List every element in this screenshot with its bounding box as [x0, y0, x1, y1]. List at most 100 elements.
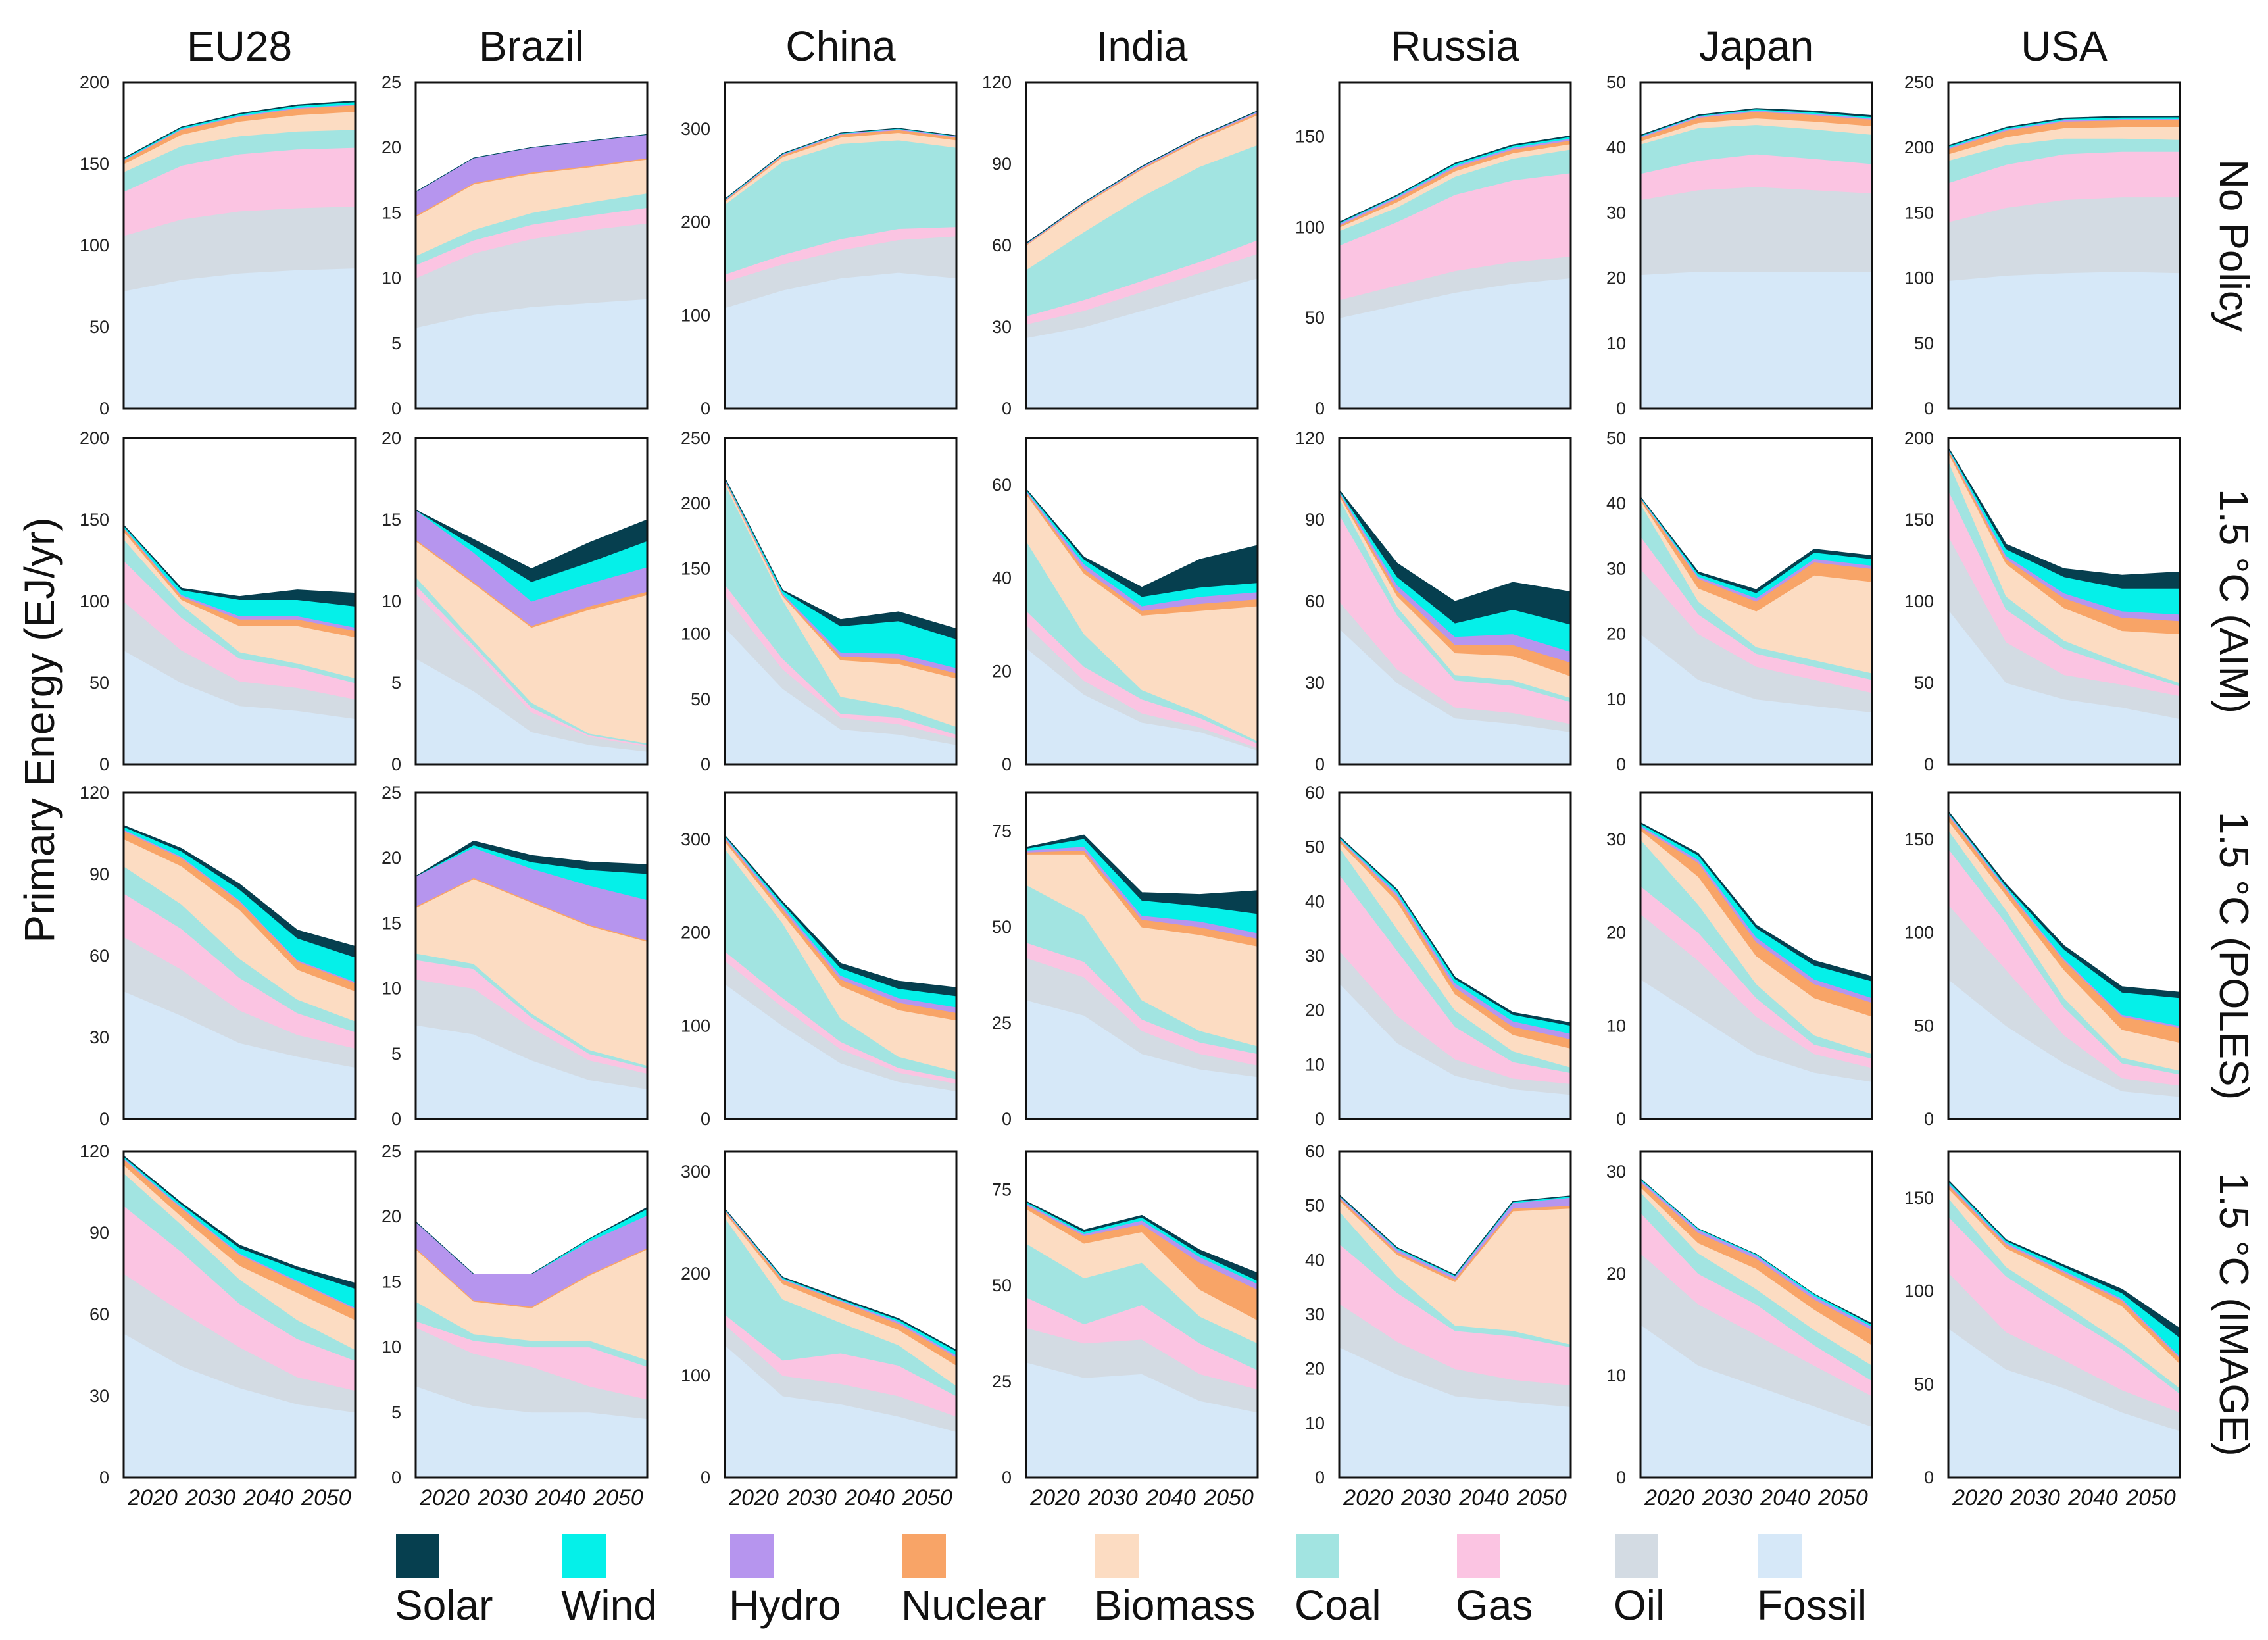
- panel-russia-1-5-c-poles: 0 10 20 30 40 50 60: [1305, 783, 1572, 1129]
- y-tick-label: 10: [1305, 1055, 1325, 1074]
- y-tick-label: 300: [681, 830, 710, 849]
- panel-frame: [1947, 1150, 2181, 1479]
- y-tick-label: 60: [1305, 591, 1325, 611]
- y-tick-label: 10: [382, 1337, 401, 1357]
- panel-frame: [1947, 437, 2181, 766]
- panel-usa-1-5-c-poles: 0 50 100 150: [1904, 791, 2181, 1129]
- x-tick-label: 2050: [593, 1485, 643, 1510]
- y-tick-label: 30: [89, 1386, 109, 1406]
- scenario-titles: No Policy 1.5 °C (AIM) 1.5 °C (POLES) 1.5 °…: [2211, 159, 2256, 1456]
- x-tick-label: 2050: [1817, 1485, 1868, 1510]
- y-tick-label: 200: [1904, 137, 1934, 157]
- legend-item-wind: Wind: [561, 1534, 657, 1629]
- y-tick-label: 20: [382, 137, 401, 157]
- y-tick-label: 150: [681, 559, 710, 578]
- panel-frame: [1947, 81, 2181, 410]
- y-tick-label: 50: [992, 917, 1012, 937]
- y-tick-label: 10: [1606, 1366, 1626, 1385]
- y-tick-label: 20: [992, 661, 1012, 681]
- legend-item-oil: Oil: [1614, 1534, 1665, 1629]
- panel-usa-1-5-c-image: 0 50 100 150 2020 2030 2040 2050: [1904, 1150, 2181, 1510]
- legend-label: Oil: [1614, 1581, 1665, 1629]
- legend-item-nuclear: Nuclear: [901, 1534, 1047, 1629]
- y-tick-label: 100: [1295, 217, 1325, 237]
- y-tick-label: 250: [1904, 72, 1934, 92]
- panel-frame: [122, 437, 357, 766]
- x-tick-label: 2020: [419, 1485, 470, 1510]
- y-tick-label: 30: [1305, 1305, 1325, 1324]
- y-tick-label: 0: [1002, 1109, 1012, 1129]
- x-tick-label: 2030: [2009, 1485, 2060, 1510]
- panel-russia-1-5-c-aim: 0 30 60 90 120: [1295, 428, 1572, 774]
- y-tick-label: 20: [1606, 624, 1626, 644]
- y-tick-label: 200: [681, 212, 710, 232]
- y-tick-label: 200: [80, 72, 109, 92]
- y-tick-label: 50: [1914, 1374, 1934, 1394]
- x-tick-label: 2030: [786, 1485, 837, 1510]
- y-tick-label: 50: [1914, 1016, 1934, 1035]
- y-tick-label: 100: [681, 624, 710, 644]
- y-tick-label: 75: [992, 821, 1012, 841]
- panel-frame: [414, 791, 649, 1120]
- y-tick-label: 50: [1606, 72, 1626, 92]
- y-tick-label: 150: [1904, 203, 1934, 222]
- y-tick-label: 50: [1305, 837, 1325, 857]
- y-tick-label: 20: [382, 848, 401, 868]
- y-tick-label: 0: [701, 1468, 710, 1487]
- scenario-title-1-5-c-image: 1.5 °C (IMAGE): [2211, 1172, 2256, 1456]
- region-title-japan: Japan: [1699, 22, 1813, 70]
- panel-india-1-5-c-aim: 0 20 40 60: [992, 437, 1259, 774]
- panel-china-1-5-c-aim: 0 50 100 150 200 250: [681, 428, 958, 774]
- y-tick-label: 50: [1606, 428, 1626, 448]
- y-tick-label: 0: [1315, 755, 1325, 774]
- panel-russia-no-policy: 0 50 100 150: [1295, 81, 1572, 418]
- panel-frame: [414, 81, 649, 410]
- area-fossil: [1948, 271, 2181, 409]
- x-tick-label: 2030: [1702, 1485, 1752, 1510]
- y-tick-label: 60: [1305, 1141, 1325, 1161]
- y-tick-label: 0: [701, 399, 710, 418]
- region-title-brazil: Brazil: [479, 22, 584, 70]
- y-tick-label: 20: [1606, 923, 1626, 943]
- x-tick-label: 2040: [1760, 1485, 1810, 1510]
- x-tick-label: 2040: [844, 1485, 895, 1510]
- y-axis-label: Primary Energy (EJ/yr): [16, 517, 63, 943]
- y-tick-label: 50: [1914, 334, 1934, 353]
- legend-label: Nuclear: [901, 1581, 1047, 1629]
- panel-japan-1-5-c-poles: 0 10 20 30: [1606, 791, 1873, 1129]
- panel-eu28-no-policy: 0 50 100 150 200: [80, 72, 357, 418]
- y-tick-label: 0: [391, 1109, 401, 1129]
- y-tick-label: 0: [99, 1109, 109, 1129]
- legend-swatch: [1457, 1534, 1500, 1578]
- y-tick-label: 30: [1606, 559, 1626, 578]
- panel-frame: [122, 1150, 357, 1479]
- panel-frame: [1338, 437, 1572, 766]
- y-tick-label: 40: [1305, 891, 1325, 911]
- y-tick-label: 30: [1606, 830, 1626, 849]
- panel-frame: [122, 81, 357, 410]
- legend-label: Biomass: [1094, 1581, 1255, 1629]
- area-fossil: [1640, 271, 1873, 409]
- y-tick-label: 50: [1914, 673, 1934, 693]
- panel-frame: [122, 791, 357, 1120]
- y-tick-label: 120: [982, 72, 1012, 92]
- y-tick-label: 5: [391, 1403, 401, 1422]
- legend-swatch: [1758, 1534, 1802, 1578]
- y-tick-label: 20: [1606, 268, 1626, 288]
- y-tick-label: 30: [1606, 1162, 1626, 1181]
- y-tick-label: 60: [89, 946, 109, 966]
- x-tick-label: 2020: [1952, 1485, 2002, 1510]
- y-tick-label: 100: [681, 1366, 710, 1385]
- y-tick-label: 200: [681, 923, 710, 943]
- y-tick-label: 40: [992, 568, 1012, 588]
- y-tick-label: 25: [382, 783, 401, 803]
- panel-frame: [1947, 791, 2181, 1120]
- panel-frame: [1025, 1150, 1259, 1479]
- scenario-title-1-5-c-poles: 1.5 °C (POLES): [2211, 812, 2256, 1100]
- x-tick-label: 2020: [1029, 1485, 1080, 1510]
- legend: Solar Wind Hydro Nuclear Biomass Coal Gas Oil Fo…: [395, 1534, 1867, 1629]
- y-tick-label: 200: [681, 493, 710, 513]
